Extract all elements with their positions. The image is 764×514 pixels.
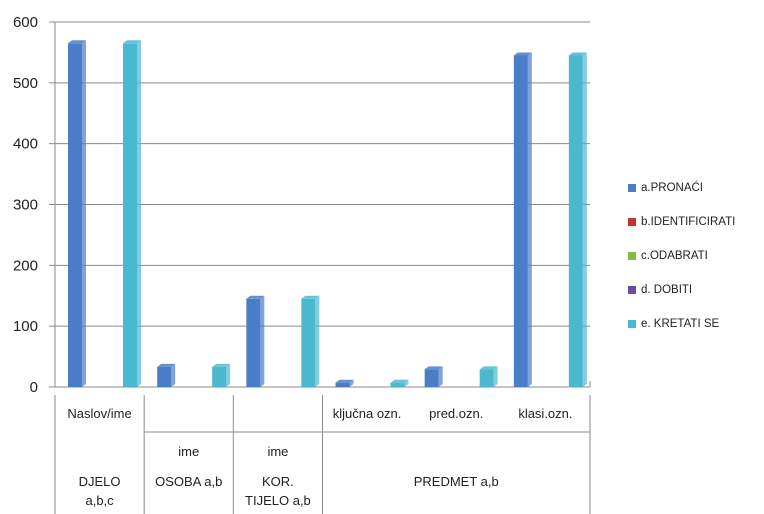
category-label: ključna ozn. <box>333 406 402 421</box>
group-label-line2: TIJELO a,b <box>245 493 311 508</box>
bar-front <box>390 382 405 387</box>
y-tick-label: 600 <box>13 14 38 31</box>
bar-side <box>171 363 176 387</box>
bar-top <box>68 40 86 44</box>
bar <box>246 295 265 387</box>
bar-front <box>424 369 439 387</box>
bar <box>335 379 354 387</box>
bar-top <box>212 363 231 367</box>
category-label: klasi.ozn. <box>518 406 572 421</box>
bar-top <box>568 52 587 56</box>
legend-label: c.ODABRATI <box>641 250 708 262</box>
bar-front <box>335 382 350 387</box>
bar-side <box>349 379 354 387</box>
bar-top <box>301 295 320 299</box>
bar-front <box>513 55 528 387</box>
bar <box>390 379 409 387</box>
legend-item: b.IDENTIFICIRATI <box>628 212 764 232</box>
bar <box>568 52 587 387</box>
bar <box>123 40 141 388</box>
bar-side <box>582 52 587 387</box>
legend-label: d. DOBITI <box>641 284 693 296</box>
bar-top <box>123 40 141 44</box>
y-axis-ticks: 0 100 200 300 400 500 600 <box>13 14 55 396</box>
legend-item: c.ODABRATI <box>628 246 764 266</box>
y-tick-label: 300 <box>13 197 38 214</box>
y-tick-label: 400 <box>13 136 38 153</box>
category-label: pred.ozn. <box>429 406 483 421</box>
bar-front <box>212 366 227 387</box>
group-label-line2: a,b,c <box>85 493 114 508</box>
bar-side <box>404 379 409 387</box>
group-label: KOR. <box>262 474 294 489</box>
bar-side <box>260 295 265 387</box>
bar <box>301 295 320 387</box>
legend-label: b.IDENTIFICIRATI <box>641 216 736 228</box>
bar <box>157 363 176 387</box>
bar <box>424 366 443 387</box>
bar-side <box>82 40 86 388</box>
bar <box>479 366 498 387</box>
legend-item: a.PRONAĆI <box>628 178 764 198</box>
legend-swatch <box>628 320 636 328</box>
bar-top <box>479 366 498 370</box>
category-label: ime <box>267 444 288 459</box>
y-tick-label: 0 <box>30 379 38 396</box>
bar-front <box>123 43 137 388</box>
group-label: DJELO <box>79 474 121 489</box>
bar <box>68 40 86 388</box>
gridlines <box>55 21 590 327</box>
legend-swatch <box>628 218 636 226</box>
bar-front <box>301 298 316 387</box>
bar-top <box>390 379 409 383</box>
bar <box>513 52 532 387</box>
bar-top <box>246 295 265 299</box>
bar-front <box>568 55 583 387</box>
bar-top <box>335 379 354 383</box>
category-label: ime <box>178 444 199 459</box>
bar-side <box>438 366 443 387</box>
legend-item: e. KRETATI SE <box>628 314 764 334</box>
legend-swatch <box>628 252 636 260</box>
bar-side <box>527 52 532 387</box>
legend-label: e. KRETATI SE <box>641 318 720 330</box>
bar-side <box>226 363 231 387</box>
bar <box>212 363 231 387</box>
bar-front <box>68 43 82 388</box>
group-label: OSOBA a,b <box>155 474 222 489</box>
legend-label: a.PRONAĆI <box>641 182 703 194</box>
category-label: Naslov/ime <box>67 406 131 421</box>
bar-top <box>513 52 532 56</box>
y-tick-label: 200 <box>13 257 38 274</box>
bar-front <box>157 366 172 387</box>
bar-top <box>424 366 443 370</box>
bar-side <box>493 366 498 387</box>
y-tick-label: 500 <box>13 75 38 92</box>
legend-swatch <box>628 184 636 192</box>
bar-front <box>246 298 261 387</box>
legend-item: d. DOBITI <box>628 280 764 300</box>
y-tick-label: 100 <box>13 318 38 335</box>
bar-side <box>315 295 320 387</box>
group-label: PREDMET a,b <box>414 474 499 489</box>
category-table: Naslov/ime ime ime ključna ozn. pred.ozn. kla… <box>54 381 591 514</box>
legend: a.PRONAĆI b.IDENTIFICIRATI c.ODABRATI d. DO… <box>628 178 764 348</box>
legend-swatch <box>628 286 636 294</box>
bars <box>68 40 587 388</box>
bar-front <box>479 369 494 387</box>
bar-top <box>157 363 176 367</box>
bar-side <box>137 40 141 388</box>
